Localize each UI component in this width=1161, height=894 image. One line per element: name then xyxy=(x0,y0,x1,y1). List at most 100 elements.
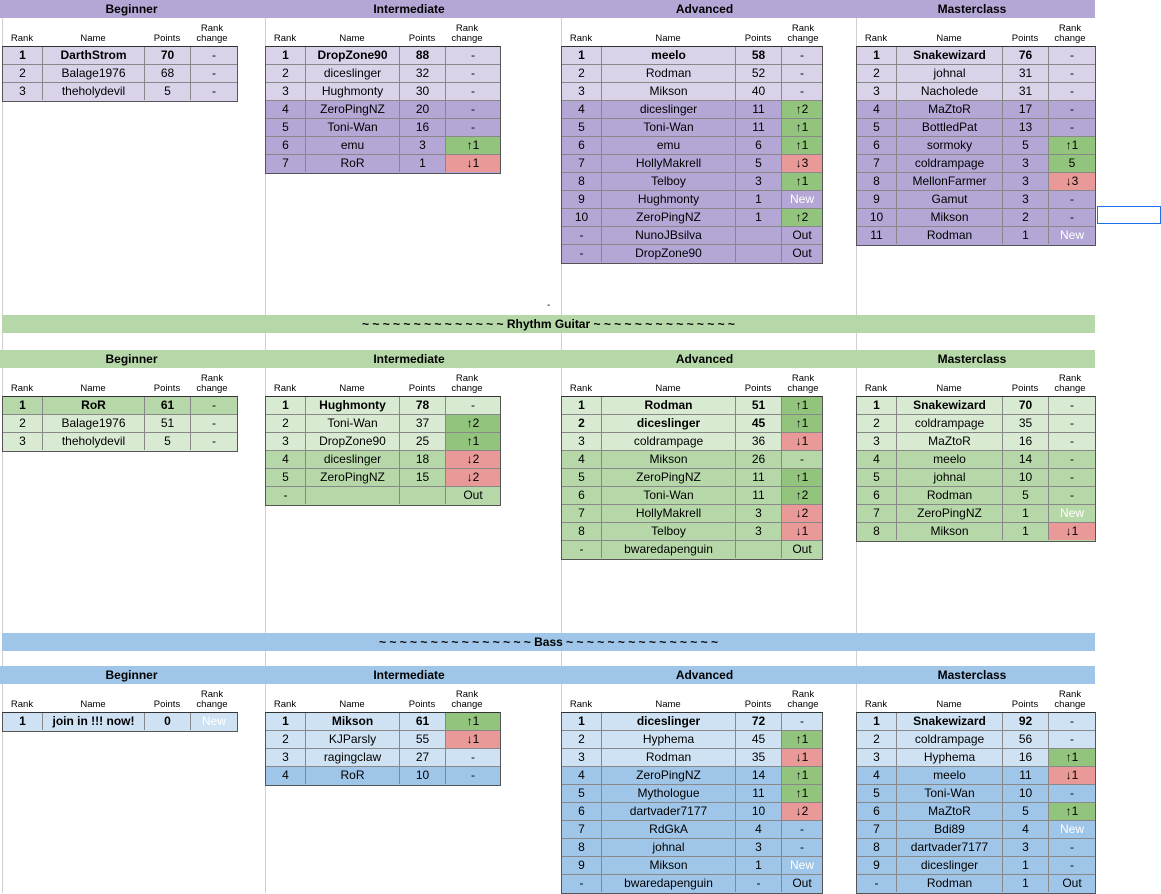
cell-change[interactable]: - xyxy=(212,48,216,62)
cell-name[interactable]: Toni-Wan xyxy=(306,119,400,136)
cell-points[interactable]: 3 xyxy=(736,505,782,522)
cell-name[interactable]: coldrampage xyxy=(897,415,1003,432)
cell-name[interactable]: Mikson xyxy=(306,713,400,730)
cell-change[interactable]: Out xyxy=(792,246,812,260)
cell-points[interactable]: 1 xyxy=(400,155,446,172)
cell-change[interactable]: - xyxy=(1070,714,1074,728)
cell-rank[interactable]: - xyxy=(857,875,897,892)
cell-points[interactable]: 35 xyxy=(736,749,782,766)
cell-change[interactable]: - xyxy=(471,120,475,134)
cell-points[interactable]: 11 xyxy=(736,487,782,504)
cell-rank[interactable]: 2 xyxy=(857,65,897,82)
cell-change[interactable]: - xyxy=(1070,66,1074,80)
cell-name[interactable]: ZeroPingNZ xyxy=(602,767,736,784)
cell-rank[interactable]: 6 xyxy=(562,803,602,820)
cell-change[interactable]: - xyxy=(800,714,804,728)
cell-change[interactable]: New xyxy=(1059,228,1084,242)
cell-rank[interactable]: 2 xyxy=(266,415,306,432)
cell-points[interactable]: 20 xyxy=(400,101,446,118)
cell-rank[interactable]: 3 xyxy=(857,433,897,450)
cell-name[interactable]: diceslinger xyxy=(306,451,400,468)
cell-change[interactable]: 5 xyxy=(1049,155,1095,172)
cell-points[interactable]: 51 xyxy=(145,415,191,432)
cell-name[interactable]: emu xyxy=(602,137,736,154)
cell-points[interactable]: 11 xyxy=(736,785,782,802)
cell-name[interactable]: Bdi89 xyxy=(897,821,1003,838)
cell-change[interactable]: - xyxy=(1070,120,1074,134)
cell-name[interactable]: bwaredapenguin xyxy=(602,875,736,892)
cell-change[interactable]: ↑1 xyxy=(446,433,500,450)
cell-change[interactable]: ↑1 xyxy=(446,713,500,730)
cell-change[interactable]: ↓2 xyxy=(446,451,500,468)
cell-points[interactable]: 1 xyxy=(1003,857,1049,874)
cell-points[interactable]: 78 xyxy=(400,397,446,414)
cell-rank[interactable]: 1 xyxy=(562,397,602,414)
cell-rank[interactable]: - xyxy=(562,227,602,244)
cell-points[interactable]: 3 xyxy=(736,173,782,190)
cell-change[interactable]: - xyxy=(471,66,475,80)
cell-change[interactable]: - xyxy=(1070,452,1074,466)
cell-name[interactable]: RoR xyxy=(306,155,400,172)
cell-rank[interactable]: 5 xyxy=(562,785,602,802)
cell-points[interactable]: 11 xyxy=(736,119,782,136)
cell-rank[interactable]: 7 xyxy=(562,505,602,522)
cell-rank[interactable]: 3 xyxy=(857,83,897,100)
cell-points[interactable]: 5 xyxy=(1003,487,1049,504)
cell-name[interactable]: Toni-Wan xyxy=(602,487,736,504)
cell-change[interactable]: - xyxy=(471,84,475,98)
cell-rank[interactable]: 3 xyxy=(266,433,306,450)
cell-name[interactable]: diceslinger xyxy=(602,415,736,432)
cell-name[interactable]: Rodman xyxy=(602,65,736,82)
cell-rank[interactable]: 1 xyxy=(857,397,897,414)
cell-rank[interactable]: 8 xyxy=(857,173,897,190)
cell-rank[interactable]: 7 xyxy=(857,155,897,172)
cell-points[interactable]: 68 xyxy=(145,65,191,82)
cell-name[interactable]: DropZone90 xyxy=(306,433,400,450)
cell-rank[interactable]: 3 xyxy=(562,83,602,100)
cell-rank[interactable]: 5 xyxy=(857,119,897,136)
cell-change[interactable]: - xyxy=(1070,210,1074,224)
cell-rank[interactable]: 3 xyxy=(562,433,602,450)
cell-name[interactable]: Hughmonty xyxy=(306,397,400,414)
cell-change[interactable]: ↓2 xyxy=(782,803,822,820)
cell-rank[interactable]: 1 xyxy=(266,397,306,414)
cell-name[interactable]: diceslinger xyxy=(602,713,736,730)
cell-change[interactable]: - xyxy=(471,48,475,62)
cell-change[interactable]: - xyxy=(212,434,216,448)
cell-rank[interactable]: 4 xyxy=(562,451,602,468)
cell-points[interactable]: 13 xyxy=(1003,119,1049,136)
cell-rank[interactable]: 4 xyxy=(266,101,306,118)
cell-rank[interactable]: 2 xyxy=(266,65,306,82)
cell-name[interactable]: Toni-Wan xyxy=(306,415,400,432)
cell-change[interactable]: New xyxy=(789,858,814,872)
cell-rank[interactable]: 10 xyxy=(562,209,602,226)
cell-rank[interactable]: 4 xyxy=(857,101,897,118)
cell-rank[interactable]: 1 xyxy=(562,47,602,64)
cell-points[interactable]: - xyxy=(736,875,782,892)
cell-points[interactable]: 1 xyxy=(736,209,782,226)
cell-rank[interactable]: 1 xyxy=(857,47,897,64)
cell-name[interactable]: MaZtoR xyxy=(897,433,1003,450)
cell-name[interactable]: RdGkA xyxy=(602,821,736,838)
cell-name[interactable]: Telboy xyxy=(602,523,736,540)
cell-change[interactable]: - xyxy=(1070,732,1074,746)
cell-change[interactable]: - xyxy=(1070,840,1074,854)
cell-points[interactable]: 3 xyxy=(736,523,782,540)
cell-name[interactable]: HollyMakrell xyxy=(602,505,736,522)
cell-change[interactable]: ↑2 xyxy=(446,415,500,432)
cell-rank[interactable]: 8 xyxy=(857,839,897,856)
cell-change[interactable]: - xyxy=(212,416,216,430)
cell-rank[interactable]: 1 xyxy=(857,713,897,730)
cell-points[interactable]: 10 xyxy=(1003,469,1049,486)
cell-points[interactable]: 15 xyxy=(400,469,446,486)
cell-rank[interactable]: 6 xyxy=(857,487,897,504)
cell-rank[interactable]: 1 xyxy=(3,47,43,64)
cell-points[interactable]: 26 xyxy=(736,451,782,468)
cell-points[interactable]: 31 xyxy=(1003,83,1049,100)
cell-change[interactable]: ↓3 xyxy=(782,155,822,172)
cell-rank[interactable]: 9 xyxy=(857,191,897,208)
cell-change[interactable]: ↑2 xyxy=(782,209,822,226)
cell-rank[interactable]: 7 xyxy=(857,505,897,522)
cell-name[interactable]: HollyMakrell xyxy=(602,155,736,172)
cell-name[interactable]: Hughmonty xyxy=(602,191,736,208)
